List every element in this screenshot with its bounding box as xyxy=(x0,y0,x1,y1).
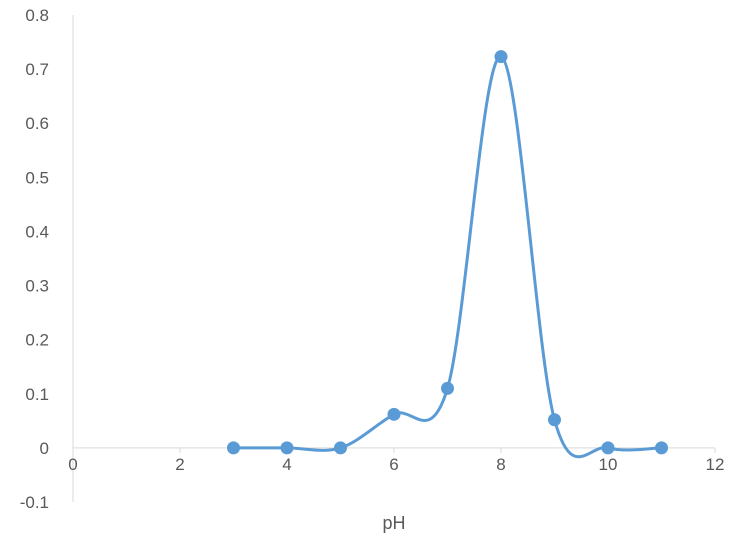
data-point xyxy=(387,407,401,421)
y-tick-label: 0.1 xyxy=(25,385,49,404)
data-point xyxy=(494,50,508,64)
x-tick-label: 12 xyxy=(706,455,725,474)
x-axis-title: pH xyxy=(382,513,405,533)
y-tick-label: 0.2 xyxy=(25,331,49,350)
y-tick-labels: -0.1 0 0.1 0.2 0.3 0.4 0.5 0.6 0.7 0.8 xyxy=(20,6,49,512)
y-tick-label: -0.1 xyxy=(20,493,49,512)
y-tick-label: 0.6 xyxy=(25,114,49,133)
data-point xyxy=(655,441,668,455)
x-tick-label: 10 xyxy=(599,455,618,474)
data-point xyxy=(280,441,294,455)
series-line xyxy=(233,55,662,459)
y-tick-label: 0.4 xyxy=(25,222,49,241)
data-point xyxy=(334,441,347,455)
y-tick-label: 0.5 xyxy=(25,168,49,187)
data-point xyxy=(227,441,240,455)
series xyxy=(227,50,668,459)
y-tick-label: 0.3 xyxy=(25,277,49,296)
y-tick-label: 0.7 xyxy=(25,60,49,79)
data-point xyxy=(548,413,561,427)
x-tick-label: 6 xyxy=(389,455,398,474)
y-tick-label: 0.8 xyxy=(25,6,49,25)
x-tick-label: 8 xyxy=(496,455,505,474)
x-tick-label: 2 xyxy=(175,455,184,474)
y-tick-label: 0 xyxy=(40,439,49,458)
data-point xyxy=(601,441,615,455)
axes xyxy=(72,15,716,502)
x-tick-labels: 0 2 4 6 8 10 12 xyxy=(68,455,724,474)
x-tick-label: 0 xyxy=(68,455,77,474)
x-tick-label: 4 xyxy=(282,455,291,474)
data-point xyxy=(441,381,454,395)
